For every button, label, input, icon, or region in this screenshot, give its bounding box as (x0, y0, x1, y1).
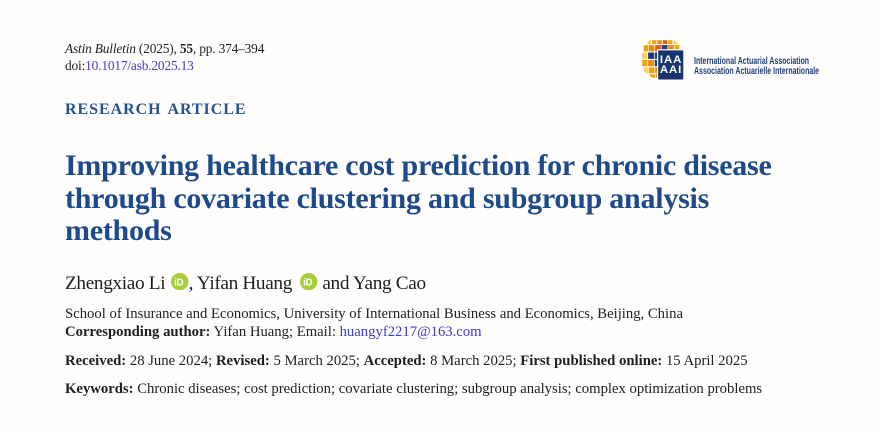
svg-text:iD: iD (304, 277, 313, 288)
svg-text:AAI: AAI (660, 64, 682, 76)
svg-text:iD: iD (174, 277, 183, 288)
svg-text:IAA: IAA (660, 54, 682, 66)
